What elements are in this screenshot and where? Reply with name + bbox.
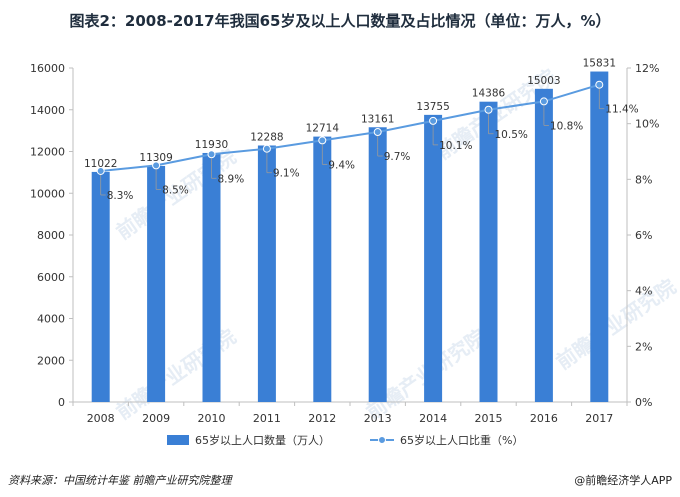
pct-value-label: 10.1% bbox=[439, 140, 472, 152]
y-right-tick-label: 0% bbox=[635, 396, 652, 409]
bar-value-label: 12288 bbox=[250, 131, 283, 143]
pct-value-label: 8.5% bbox=[162, 184, 189, 196]
source-note: 资料来源：中国统计年鉴 前瞻产业研究院整理 bbox=[8, 474, 232, 487]
x-tick-label: 2014 bbox=[419, 412, 447, 425]
bar-value-label: 11309 bbox=[139, 152, 172, 164]
bar-2012 bbox=[313, 136, 332, 402]
line-series bbox=[96, 80, 604, 175]
legend-label-bar: 65岁以上人口数量（万人） bbox=[195, 433, 330, 447]
pct-value-label: 10.5% bbox=[495, 129, 528, 141]
bar-value-label: 15003 bbox=[527, 75, 560, 87]
bar-2009 bbox=[147, 165, 166, 402]
y-left-tick-label: 14000 bbox=[30, 104, 65, 117]
y-right-tick-label: 4% bbox=[635, 285, 652, 298]
pct-value-label: 10.8% bbox=[550, 120, 583, 132]
bar-2008 bbox=[91, 171, 110, 402]
pct-value-label: 9.7% bbox=[384, 151, 411, 163]
y-right-tick-label: 6% bbox=[635, 229, 652, 242]
bar-value-label: 13161 bbox=[361, 113, 394, 125]
pct-point-2016 bbox=[539, 97, 548, 106]
chart-title: 图表2：2008-2017年我国65岁及以上人口数量及占比情况（单位：万人，%） bbox=[69, 12, 611, 30]
y-left-tick-label: 10000 bbox=[30, 187, 65, 200]
bar-2017 bbox=[590, 71, 609, 402]
y-right-tick-label: 10% bbox=[635, 118, 659, 131]
bar-value-label: 11022 bbox=[84, 158, 117, 170]
bar-2016 bbox=[534, 88, 553, 402]
x-tick-label: 2011 bbox=[253, 412, 281, 425]
axes: 0 2000 4000 6000 8000 10000 12000 14000 16000 0% 2… bbox=[30, 62, 659, 425]
data-labels: 11022 11309 11930 12288 12714 13161 13755 14386… bbox=[84, 58, 639, 202]
legend-swatch-marker bbox=[378, 436, 386, 444]
pct-point-2011 bbox=[262, 144, 271, 153]
legend: 65岁以上人口数量（万人） 65岁以上人口比重（%） bbox=[167, 433, 523, 447]
bar-series bbox=[91, 71, 609, 402]
y-left-tick-label: 16000 bbox=[30, 62, 65, 75]
pct-point-2008 bbox=[96, 166, 105, 175]
x-tick-label: 2013 bbox=[364, 412, 392, 425]
y-right-tick-label: 2% bbox=[635, 340, 652, 353]
x-tick-label: 2008 bbox=[87, 412, 115, 425]
pct-value-label: 9.1% bbox=[273, 168, 300, 180]
legend-swatch-bar bbox=[167, 435, 189, 445]
pct-point-2015 bbox=[484, 105, 493, 114]
brand-credit: @前瞻经济学人APP bbox=[574, 474, 672, 487]
bar-value-label: 15831 bbox=[583, 58, 616, 70]
x-tick-label: 2017 bbox=[585, 412, 613, 425]
bar-value-label: 12714 bbox=[306, 123, 340, 135]
x-tick-label: 2010 bbox=[198, 412, 226, 425]
pct-value-label: 8.9% bbox=[218, 173, 245, 185]
pct-point-2017 bbox=[595, 80, 604, 89]
x-tick-label: 2012 bbox=[308, 412, 336, 425]
bar-2013 bbox=[368, 127, 387, 402]
bar-2015 bbox=[479, 101, 498, 402]
bar-value-label: 14386 bbox=[472, 88, 506, 100]
y-left-tick-label: 0 bbox=[58, 396, 65, 409]
y-left-tick-label: 8000 bbox=[37, 229, 65, 242]
pct-point-2013 bbox=[373, 128, 382, 137]
y-left-tick-label: 12000 bbox=[30, 146, 65, 159]
pct-point-2014 bbox=[429, 116, 438, 125]
bar-value-label: 13755 bbox=[416, 101, 449, 113]
y-left-tick-label: 2000 bbox=[37, 354, 65, 367]
bar-2010 bbox=[202, 152, 221, 402]
y-left-tick-label: 6000 bbox=[37, 271, 65, 284]
pct-point-2012 bbox=[318, 136, 327, 145]
pct-value-label: 8.3% bbox=[107, 190, 134, 202]
pct-value-label: 11.4% bbox=[605, 104, 638, 116]
bar-value-label: 11930 bbox=[195, 139, 228, 151]
bar-2014 bbox=[424, 114, 443, 402]
y-right-tick-label: 8% bbox=[635, 173, 652, 186]
legend-label-line: 65岁以上人口比重（%） bbox=[400, 433, 523, 447]
x-tick-label: 2015 bbox=[475, 412, 503, 425]
pct-line bbox=[100, 83, 600, 172]
y-right-tick-label: 12% bbox=[635, 62, 659, 75]
pct-value-label: 9.4% bbox=[328, 159, 355, 171]
bar-2011 bbox=[257, 145, 276, 402]
pct-point-2009 bbox=[152, 161, 161, 170]
pct-point-2010 bbox=[207, 150, 216, 159]
x-tick-label: 2009 bbox=[142, 412, 170, 425]
x-tick-label: 2016 bbox=[530, 412, 558, 425]
y-left-tick-label: 4000 bbox=[37, 313, 65, 326]
